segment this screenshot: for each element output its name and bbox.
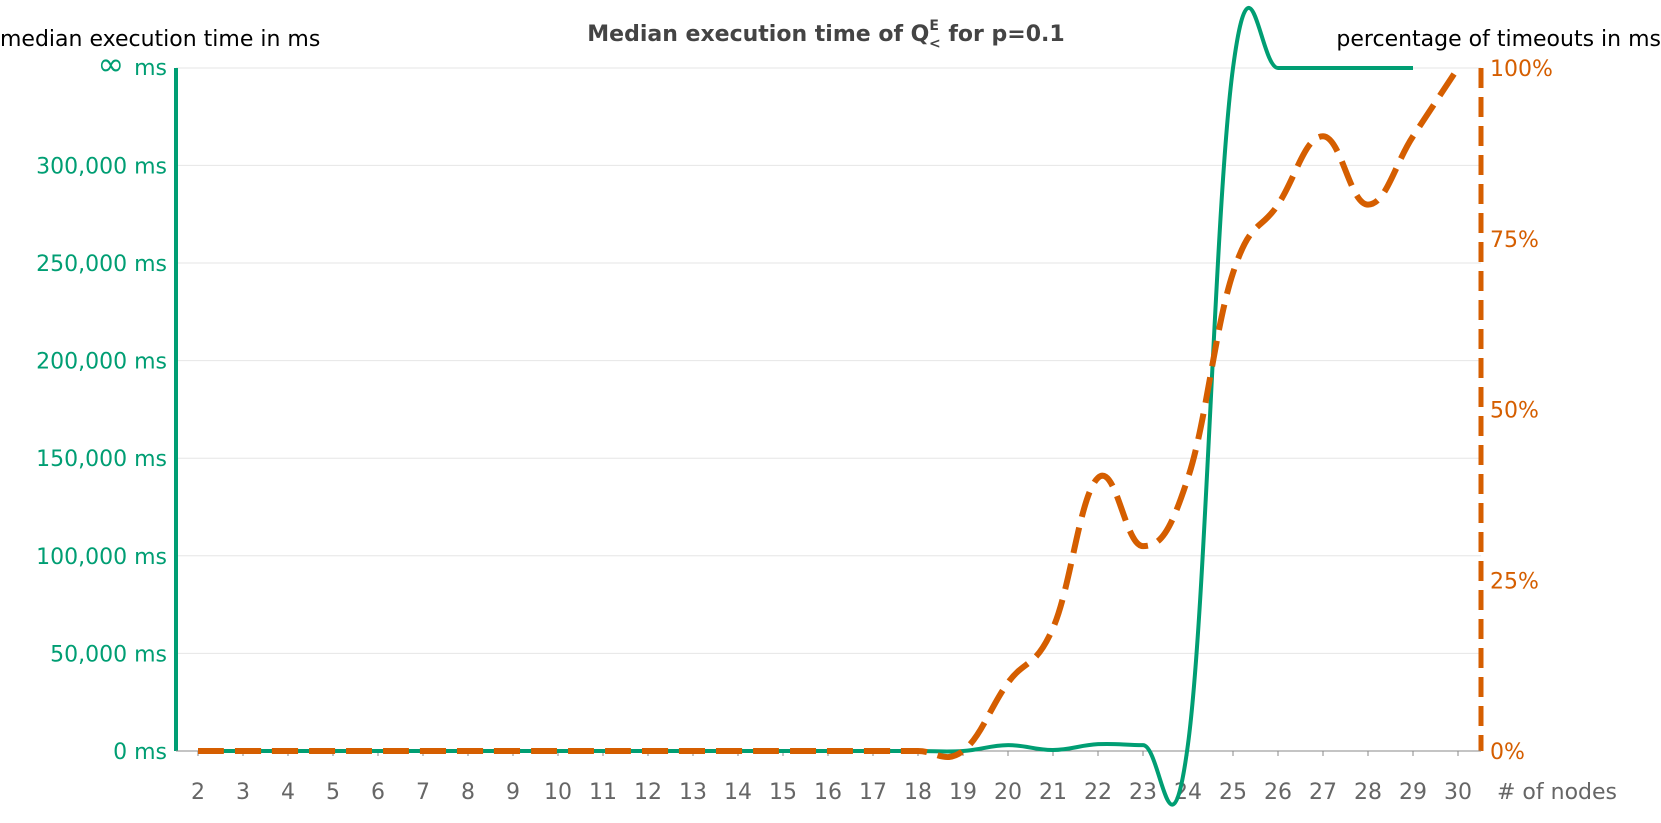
left-tick-label: 0 ms — [113, 740, 167, 765]
x-tick-label: 12 — [634, 780, 662, 805]
x-tick-label: 16 — [814, 780, 842, 805]
left-tick-label: 100,000 ms — [36, 545, 167, 570]
left-tick-label: 300,000 ms — [36, 154, 167, 179]
left-axis-title: median execution time in ms — [0, 27, 320, 52]
left-tick-label: 150,000 ms — [36, 447, 167, 472]
chart-title: Median execution time of QE < for p=0.1 — [587, 18, 1064, 52]
x-tick-label: 22 — [1084, 780, 1112, 805]
left-axis: ∞ ms 0 ms 50,000 ms 100,000 ms 150,000 ms 200… — [36, 45, 178, 765]
x-tick-label: 26 — [1264, 780, 1292, 805]
series-lines — [198, 5, 1461, 807]
right-tick-label: 25% — [1490, 569, 1539, 594]
right-tick-label: 100% — [1490, 57, 1553, 82]
left-tick-label: 200,000 ms — [36, 350, 167, 375]
x-axis: 2 3 4 5 6 7 8 9 10 11 12 13 14 15 16 17 18 19 20 21 22 23 24 25… — [176, 750, 1481, 805]
series-line-median-time — [198, 5, 1413, 807]
right-tick-label: 0% — [1490, 740, 1525, 765]
x-tick-label: 29 — [1399, 780, 1427, 805]
x-tick-label: 23 — [1129, 780, 1157, 805]
x-tick-label: 4 — [281, 780, 295, 805]
x-tick-label: 7 — [416, 780, 430, 805]
x-tick-label: 2 — [191, 780, 205, 805]
x-tick-label: 3 — [236, 780, 250, 805]
left-tick-label: 250,000 ms — [36, 252, 167, 277]
x-tick-label: 30 — [1444, 780, 1472, 805]
x-tick-label: 5 — [326, 780, 340, 805]
x-tick-label: 8 — [461, 780, 475, 805]
x-tick-label: 10 — [544, 780, 572, 805]
x-tick-label: 15 — [769, 780, 797, 805]
x-tick-label: 27 — [1309, 780, 1337, 805]
right-axis-title: percentage of timeouts in ms — [1336, 27, 1661, 52]
x-tick-label: 13 — [679, 780, 707, 805]
x-tick-label: 14 — [724, 780, 752, 805]
series-line-timeout-percentage — [198, 66, 1461, 760]
x-tick-label: 28 — [1354, 780, 1382, 805]
x-tick-label: 20 — [994, 780, 1022, 805]
left-axis-infinity-label: ∞ ms — [97, 45, 167, 83]
right-tick-label: 50% — [1490, 399, 1539, 424]
gridlines — [176, 67, 1481, 654]
left-tick-label: 50,000 ms — [50, 642, 167, 667]
x-tick-label: 21 — [1039, 780, 1067, 805]
x-tick-label: 19 — [949, 780, 977, 805]
right-tick-label: 75% — [1490, 228, 1539, 253]
x-tick-label: 18 — [904, 780, 932, 805]
x-tick-label: 17 — [859, 780, 887, 805]
x-tick-label: 9 — [506, 780, 520, 805]
x-tick-label: 25 — [1219, 780, 1247, 805]
right-axis: 0% 25% 50% 75% 100% — [1478, 57, 1553, 765]
x-tick-label: 11 — [589, 780, 617, 805]
x-tick-label: 6 — [371, 780, 385, 805]
x-axis-title: # of nodes — [1497, 780, 1617, 805]
